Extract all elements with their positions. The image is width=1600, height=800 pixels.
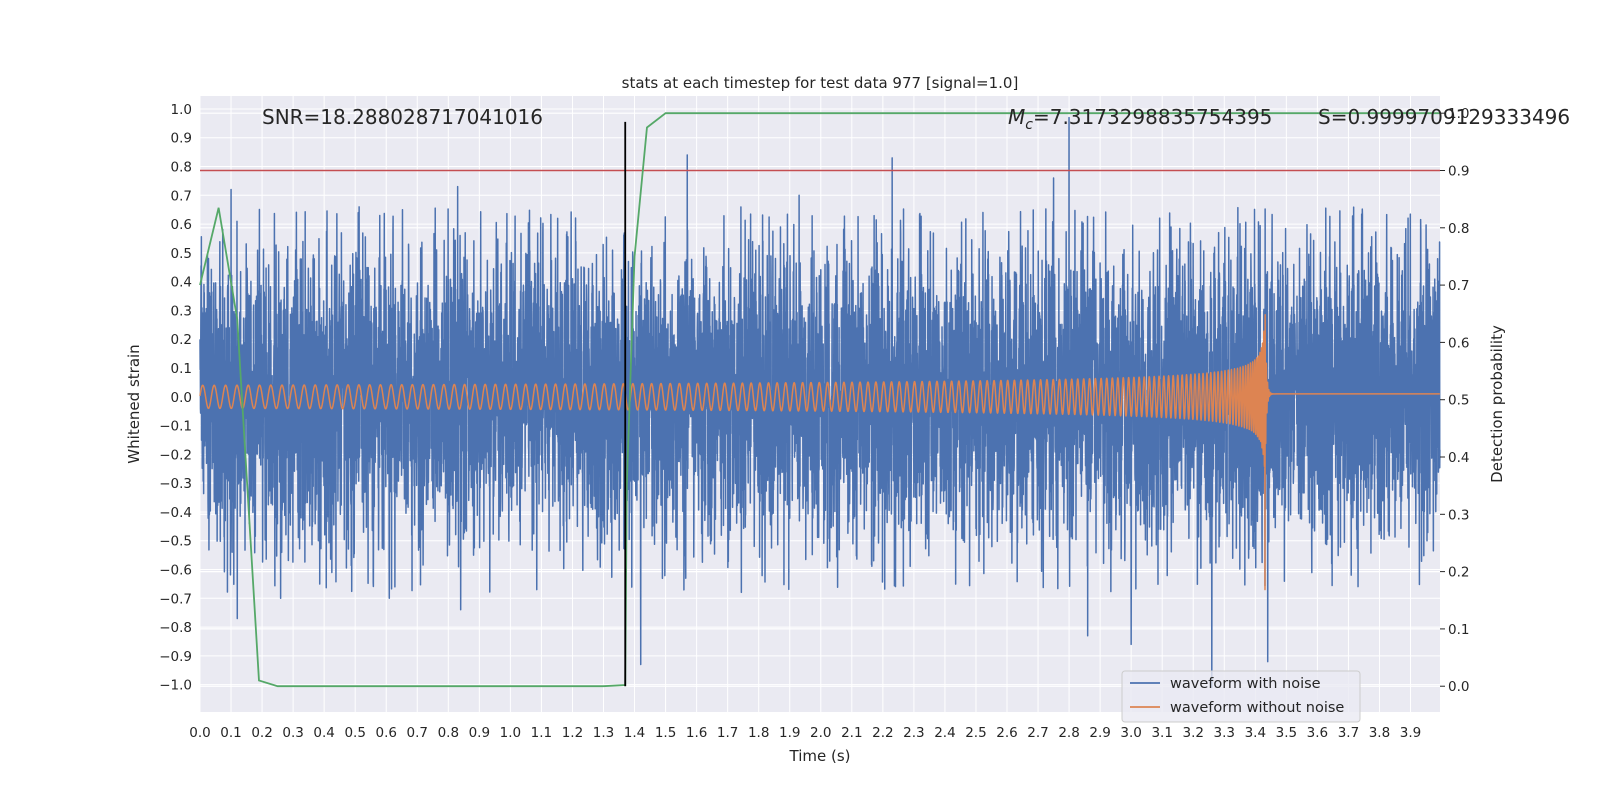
- noise-line: [199, 116, 1441, 689]
- x-tick-label: 0.3: [282, 725, 303, 741]
- right-y-tick-label: 0.9: [1448, 163, 1469, 179]
- x-tick-label: 2.2: [872, 725, 893, 741]
- x-tick-label: 0.9: [469, 725, 490, 741]
- left-y-tick-label: −0.8: [159, 620, 192, 636]
- waveform-without-noise-series: [199, 314, 1441, 591]
- chirp-mass-annotation: Mc=7.3173298835754395: [1008, 105, 1272, 133]
- x-tick-label: 0.5: [344, 725, 365, 741]
- x-tick-label: 2.6: [996, 725, 1017, 741]
- x-tick-label: 3.8: [1369, 725, 1390, 741]
- chirp-mass-subscript: c: [1025, 117, 1033, 133]
- left-y-tick-label: −0.9: [159, 649, 192, 665]
- x-tick-label: 2.8: [1058, 725, 1079, 741]
- right-y-tick-label: 0.8: [1448, 221, 1469, 237]
- left-y-tick-label: 0.7: [171, 188, 192, 204]
- legend-box: [1121, 670, 1361, 723]
- x-axis-ticks: 0.0 0.1 0.2 0.3 0.4 0.5 0.6 0.7 0.8 0.9 1.0 1.1 1.2 1…: [189, 725, 1421, 741]
- x-tick-label: 1.4: [624, 725, 645, 741]
- left-y-axis-label: Whitened strain: [125, 344, 143, 463]
- right-y-tick-label: 0.4: [1448, 450, 1469, 466]
- x-tick-label: 2.1: [841, 725, 862, 741]
- chirp-mass-symbol: M: [1008, 105, 1025, 129]
- right-y-tick-label: 0.0: [1448, 679, 1469, 695]
- right-y-tick-label: 0.2: [1448, 565, 1469, 581]
- probability-line: [199, 112, 1440, 688]
- waveform-with-noise-series: [199, 116, 1441, 689]
- x-tick-label: 2.9: [1089, 725, 1110, 741]
- x-tick-label: 3.2: [1182, 725, 1203, 741]
- legend-label-clean: waveform without noise: [1170, 700, 1344, 716]
- right-y-axis-ticks: 0.0 0.1 0.2 0.3 0.4 0.5 0.6 0.7 0.8 0.9 1.0: [1440, 106, 1469, 695]
- left-y-tick-label: −0.2: [159, 447, 192, 463]
- snr-probability-annotation: S=0.9999709129333496: [1318, 105, 1570, 129]
- x-axis-label: Time (s): [789, 747, 851, 765]
- x-tick-label: 1.2: [562, 725, 583, 741]
- snr-annotation: SNR=18.288028717041016: [262, 105, 543, 129]
- x-tick-label: 0.1: [220, 725, 241, 741]
- right-y-tick-label: 0.3: [1448, 507, 1469, 523]
- left-y-axis-ticks: 1.0 0.9 0.8 0.7 0.6 0.5 0.4 0.3 0.2 0.1 0.0 −0.1 −0.…: [159, 102, 192, 694]
- x-tick-label: 3.5: [1276, 725, 1297, 741]
- right-y-tick-label: 0.7: [1448, 278, 1469, 294]
- x-tick-label: 0.8: [438, 725, 459, 741]
- x-tick-label: 1.3: [593, 725, 614, 741]
- left-y-tick-label: 0.9: [171, 131, 192, 147]
- legend-label-noise: waveform with noise: [1170, 676, 1321, 692]
- x-tick-label: 2.4: [934, 725, 955, 741]
- x-tick-label: 1.9: [779, 725, 800, 741]
- left-y-tick-label: 0.5: [171, 246, 192, 262]
- legend: waveform with noise waveform without noi…: [1121, 670, 1361, 723]
- left-y-tick-label: 0.2: [171, 332, 192, 348]
- left-y-tick-label: 0.6: [171, 217, 192, 233]
- x-tick-label: 2.0: [810, 725, 831, 741]
- x-tick-label: 1.6: [686, 725, 707, 741]
- left-y-tick-label: −0.6: [159, 563, 192, 579]
- x-tick-label: 1.7: [717, 725, 738, 741]
- x-tick-label: 0.6: [375, 725, 396, 741]
- left-y-tick-label: −1.0: [159, 678, 192, 694]
- x-tick-label: 1.8: [748, 725, 769, 741]
- chart-title: stats at each timestep for test data 977…: [622, 74, 1019, 92]
- left-y-tick-label: −0.4: [159, 505, 192, 521]
- x-tick-label: 0.2: [251, 725, 272, 741]
- x-tick-label: 0.0: [189, 725, 210, 741]
- left-y-tick-label: 0.8: [171, 160, 192, 176]
- right-y-tick-label: 1.0: [1448, 106, 1469, 122]
- right-y-tick-label: 0.6: [1448, 335, 1469, 351]
- x-tick-label: 3.4: [1245, 725, 1266, 741]
- left-y-tick-label: −0.1: [159, 419, 192, 435]
- left-y-tick-label: 0.0: [171, 390, 192, 406]
- x-tick-label: 3.3: [1214, 725, 1235, 741]
- x-tick-label: 3.0: [1120, 725, 1141, 741]
- x-tick-label: 3.9: [1400, 725, 1421, 741]
- right-y-tick-label: 0.5: [1448, 393, 1469, 409]
- left-y-tick-label: 0.1: [171, 361, 192, 377]
- x-tick-label: 2.3: [903, 725, 924, 741]
- chirp-mass-value: =7.3173298835754395: [1033, 105, 1272, 129]
- left-y-tick-label: −0.5: [159, 534, 192, 550]
- detection-probability-series: [199, 112, 1440, 688]
- x-tick-label: 2.7: [1027, 725, 1048, 741]
- x-tick-label: 3.7: [1338, 725, 1359, 741]
- x-tick-label: 1.5: [655, 725, 676, 741]
- left-y-tick-label: −0.7: [159, 591, 192, 607]
- x-tick-label: 1.0: [500, 725, 521, 741]
- left-y-tick-label: 0.4: [171, 275, 192, 291]
- x-tick-label: 0.7: [407, 725, 428, 741]
- left-y-tick-label: 0.3: [171, 303, 192, 319]
- clean-line: [199, 314, 1441, 591]
- right-y-tick-label: 0.1: [1448, 622, 1469, 638]
- x-tick-label: 3.6: [1307, 725, 1328, 741]
- x-tick-label: 3.1: [1151, 725, 1172, 741]
- right-y-axis-label: Detection probability: [1488, 325, 1506, 483]
- left-y-tick-label: 1.0: [171, 102, 192, 118]
- x-tick-label: 2.5: [965, 725, 986, 741]
- x-tick-label: 0.4: [313, 725, 334, 741]
- left-y-tick-label: −0.3: [159, 476, 192, 492]
- x-tick-label: 1.1: [531, 725, 552, 741]
